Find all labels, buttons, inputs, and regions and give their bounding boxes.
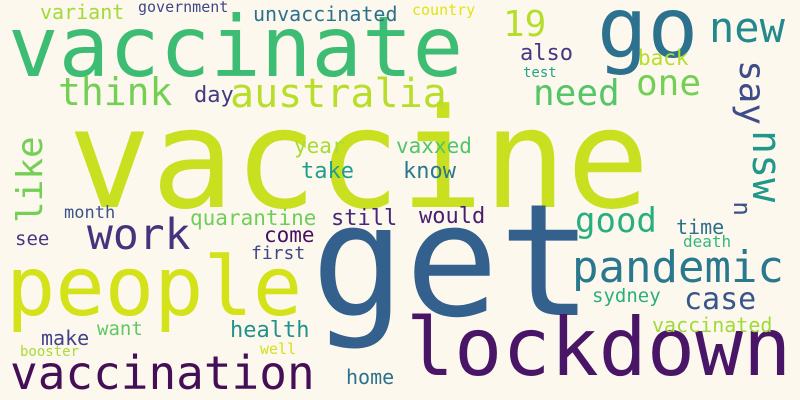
word-year: year — [294, 134, 345, 158]
word-still: still — [331, 206, 398, 231]
word-go: go — [597, 0, 699, 77]
word-like: like — [10, 136, 51, 223]
word-vaccinated: vaccinated — [652, 313, 773, 337]
word-country: country — [412, 1, 476, 19]
word-australia: australia — [230, 71, 447, 117]
word-test: test — [523, 65, 557, 81]
word-well: well — [260, 340, 297, 358]
word-get: get — [311, 170, 593, 352]
word-want: want — [97, 318, 143, 340]
word-come: come — [264, 223, 315, 247]
word-good: good — [575, 201, 657, 241]
word-work: work — [87, 210, 191, 260]
word-one: one — [636, 63, 702, 104]
word-government: government — [138, 0, 229, 16]
word-lockdown: lockdown — [406, 301, 792, 394]
word-death: death — [683, 232, 732, 251]
word-booster: booster — [20, 344, 80, 360]
word-would: would — [419, 204, 486, 229]
word-case: case — [684, 282, 757, 317]
word-also: also — [520, 41, 573, 66]
word-vaccination: vaccination — [10, 346, 315, 400]
word-vaxxed: vaxxed — [396, 134, 472, 158]
word-u: u — [725, 201, 753, 216]
word-people: people — [6, 240, 303, 335]
word-nsw: nsw — [743, 130, 789, 203]
word-health: health — [230, 318, 310, 343]
word-time: time — [676, 215, 725, 239]
word-need: need — [533, 73, 620, 114]
word-take: take — [301, 159, 354, 184]
word-new: new — [709, 3, 785, 52]
word-19: 19 — [503, 4, 547, 45]
word-say: say — [731, 60, 772, 126]
word-quarantine: quarantine — [190, 206, 317, 230]
word-think: think — [58, 70, 173, 114]
word-vaccine: vaccine — [68, 79, 650, 240]
word-first: first — [251, 243, 306, 264]
word-day: day — [194, 83, 234, 108]
word-back: back — [638, 46, 689, 70]
word-variant: variant — [40, 0, 125, 24]
word-make: make — [41, 326, 90, 350]
word-vaccinate: vaccinate — [8, 0, 464, 96]
word-see: see — [15, 228, 50, 250]
word-pandemic: pandemic — [572, 242, 784, 293]
word-unvaccinated: unvaccinated — [253, 2, 398, 26]
word-month: month — [64, 203, 116, 223]
word-sydney: sydney — [592, 285, 661, 307]
word-know: know — [403, 159, 456, 184]
word-home: home — [346, 365, 395, 389]
